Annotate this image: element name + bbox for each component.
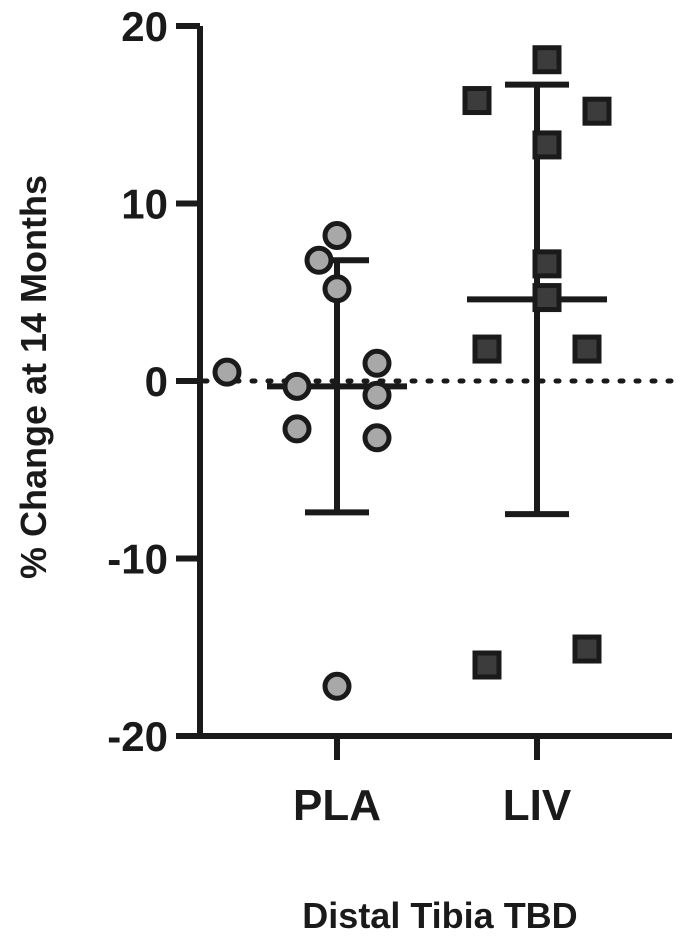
x-category-label: LIV [503,781,572,830]
y-axis-title: % Change at 14 Months [13,175,54,579]
axes [176,23,672,760]
data-point-pla [282,414,312,444]
x-category-label: PLA [293,781,381,830]
data-points [212,45,612,701]
data-point-pla [322,220,352,250]
data-point-liv [472,650,502,680]
y-tick-label: -20 [107,713,168,760]
data-point-liv [572,634,602,664]
data-point-pla [322,274,352,304]
data-point-liv [532,45,562,75]
category-labels: PLA LIV [293,781,572,830]
y-tick-label: 20 [121,3,168,50]
data-point-pla [282,371,312,401]
data-point-pla [212,357,242,387]
data-point-pla [362,348,392,378]
data-point-liv [532,283,562,313]
data-point-liv [472,334,502,364]
y-tick-label: -10 [107,536,168,583]
y-tick-label: 0 [145,358,168,405]
data-point-pla [322,671,352,701]
data-point-liv [532,249,562,279]
data-point-liv [462,86,492,116]
data-point-liv [572,334,602,364]
y-tick-labels: 20 10 0 -10 -20 [107,3,168,760]
data-point-pla [362,423,392,453]
y-tick-label: 10 [121,181,168,228]
data-point-pla [362,380,392,410]
x-axis-title: Distal Tibia TBD [302,895,577,936]
data-point-liv [532,130,562,160]
data-point-liv [582,96,612,126]
data-point-pla [304,245,334,275]
